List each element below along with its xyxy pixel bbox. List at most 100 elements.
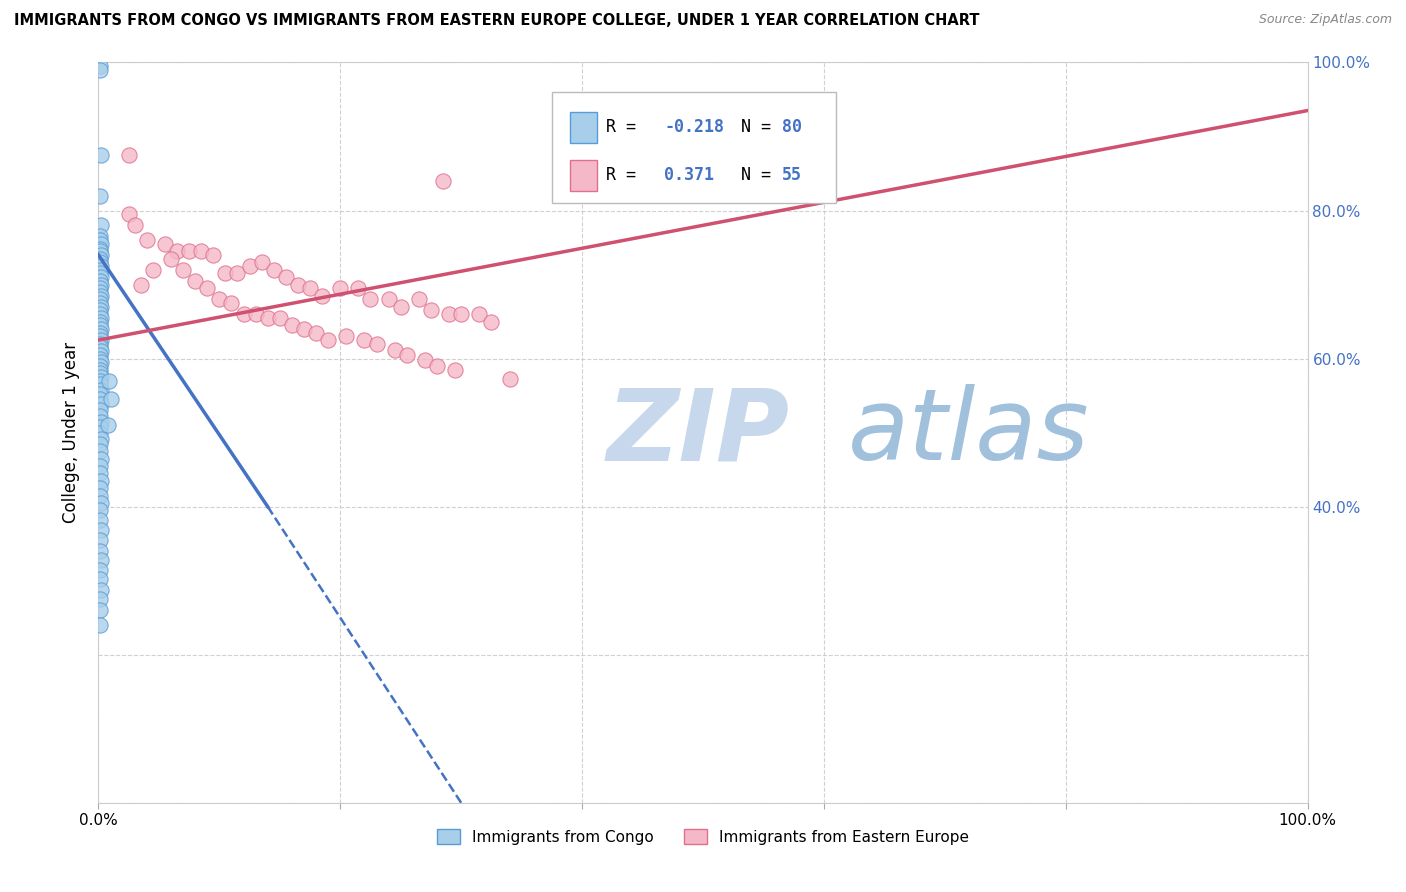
Text: Source: ZipAtlas.com: Source: ZipAtlas.com bbox=[1258, 13, 1392, 27]
Point bbox=[89, 409, 111, 424]
Text: R =: R = bbox=[606, 166, 657, 184]
Text: ZIP: ZIP bbox=[606, 384, 789, 481]
Point bbox=[420, 303, 443, 318]
Point bbox=[179, 244, 201, 259]
FancyBboxPatch shape bbox=[569, 112, 596, 143]
Point bbox=[90, 451, 112, 466]
Point bbox=[89, 392, 111, 407]
Point bbox=[90, 300, 112, 314]
Point bbox=[89, 387, 111, 401]
Point bbox=[89, 262, 111, 277]
Text: -0.218: -0.218 bbox=[664, 118, 724, 136]
Point bbox=[89, 513, 111, 527]
Point bbox=[89, 359, 111, 373]
Point bbox=[89, 351, 111, 366]
Point bbox=[89, 59, 111, 73]
Point bbox=[366, 336, 388, 351]
Point bbox=[353, 333, 375, 347]
Point bbox=[377, 293, 399, 307]
Point bbox=[89, 618, 111, 632]
Point bbox=[90, 333, 112, 347]
Text: N =: N = bbox=[721, 118, 782, 136]
Point bbox=[124, 219, 146, 233]
Point bbox=[89, 489, 111, 503]
Point bbox=[263, 262, 285, 277]
Point bbox=[89, 303, 111, 318]
Point bbox=[384, 343, 406, 357]
Point bbox=[311, 288, 333, 302]
Point bbox=[444, 362, 467, 376]
Point bbox=[498, 372, 520, 386]
Point bbox=[89, 374, 111, 388]
Point bbox=[408, 293, 430, 307]
Point bbox=[89, 314, 111, 328]
Point bbox=[89, 318, 111, 333]
Point bbox=[89, 267, 111, 281]
Point bbox=[347, 281, 370, 295]
Point bbox=[250, 255, 273, 269]
Point bbox=[89, 544, 111, 558]
Point bbox=[90, 553, 112, 567]
Point bbox=[274, 270, 297, 285]
Text: 55: 55 bbox=[782, 166, 801, 184]
Point bbox=[89, 188, 111, 202]
Point bbox=[481, 314, 503, 328]
Point bbox=[226, 267, 249, 281]
Point bbox=[190, 244, 212, 259]
Point bbox=[90, 236, 112, 251]
Point bbox=[160, 252, 183, 266]
Point bbox=[90, 370, 112, 384]
FancyBboxPatch shape bbox=[569, 161, 596, 191]
Point bbox=[89, 255, 111, 269]
Point bbox=[89, 242, 111, 256]
Point bbox=[90, 355, 112, 369]
Legend: Immigrants from Congo, Immigrants from Eastern Europe: Immigrants from Congo, Immigrants from E… bbox=[430, 822, 976, 851]
Point bbox=[89, 592, 111, 607]
Point bbox=[118, 207, 141, 221]
Point bbox=[287, 277, 309, 292]
Point bbox=[129, 277, 152, 292]
Point bbox=[89, 481, 111, 495]
Point bbox=[89, 425, 111, 440]
Point bbox=[97, 418, 120, 433]
Point bbox=[426, 359, 449, 373]
Point bbox=[184, 274, 207, 288]
Point bbox=[89, 603, 111, 617]
FancyBboxPatch shape bbox=[551, 92, 837, 203]
Point bbox=[221, 296, 243, 310]
Point bbox=[281, 318, 304, 333]
Point bbox=[90, 148, 112, 162]
Point bbox=[90, 288, 112, 302]
Point bbox=[89, 329, 111, 343]
Point bbox=[89, 348, 111, 362]
Point bbox=[89, 274, 111, 288]
Point bbox=[90, 322, 112, 336]
Point bbox=[89, 467, 111, 481]
Point bbox=[89, 62, 111, 77]
Point bbox=[413, 353, 436, 368]
Point bbox=[89, 444, 111, 458]
Point bbox=[89, 533, 111, 547]
Point bbox=[90, 397, 112, 411]
Point bbox=[98, 374, 121, 388]
Point bbox=[292, 322, 315, 336]
Point bbox=[202, 248, 225, 262]
Point bbox=[89, 436, 111, 450]
Text: R =: R = bbox=[606, 118, 647, 136]
Point bbox=[329, 281, 352, 295]
Point bbox=[239, 259, 262, 273]
Point bbox=[89, 572, 111, 586]
Point bbox=[90, 432, 112, 446]
Text: N =: N = bbox=[721, 166, 782, 184]
Point bbox=[395, 348, 418, 362]
Point bbox=[89, 503, 111, 517]
Point bbox=[142, 262, 165, 277]
Point bbox=[89, 233, 111, 247]
Point bbox=[118, 148, 141, 162]
Point bbox=[90, 310, 112, 325]
Point bbox=[299, 281, 322, 295]
Point bbox=[89, 419, 111, 434]
Point bbox=[316, 333, 339, 347]
Point bbox=[89, 563, 111, 577]
Point bbox=[437, 307, 460, 321]
